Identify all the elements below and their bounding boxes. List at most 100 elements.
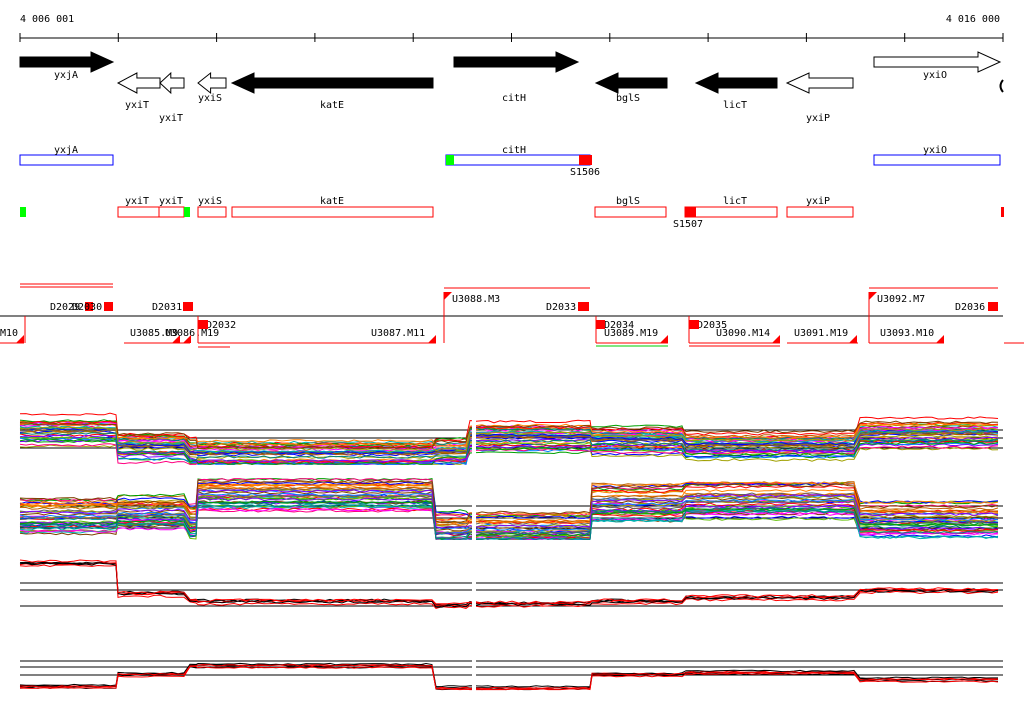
expression-profile-line (19, 427, 999, 455)
reverse-box-bglS[interactable] (594, 206, 667, 218)
reverse-box-yxiT[interactable] (117, 206, 160, 218)
feature-flag-U3092.M7 (869, 292, 877, 300)
gene-label-yxiT: yxiT (125, 100, 149, 111)
expression-profile-line (19, 490, 999, 532)
gene-label-yxiT: yxiT (159, 113, 183, 124)
feature-label-U3090.M14: U3090.M14 (716, 328, 770, 339)
expression-profile-line (19, 664, 999, 690)
reverse-strand-track: yxiT yxiT yxiS katE bglS licT yxiP S1507 (20, 196, 1004, 230)
forward-box-yxiO[interactable] (873, 154, 1001, 166)
feature-label-D2034: D2034 (604, 320, 634, 331)
expression-profile-line (19, 665, 999, 691)
gene-track: yxjA yxiT yxiT yxiS katE citH bglS licT yxiP yxiO (19, 51, 1004, 124)
panel-gap (472, 399, 476, 469)
gene-arrow-yxjA[interactable] (19, 51, 115, 73)
expression-panels (19, 399, 1003, 694)
reverse-box-licT[interactable] (684, 206, 778, 218)
feature-label-U3086.M19: U3086.M19 (165, 328, 219, 339)
feature-flag-U3089.M19 (660, 335, 668, 343)
gene-arrow-yxiT[interactable] (116, 72, 161, 94)
feature-label-U3088.M3: U3088.M3 (452, 294, 500, 305)
reverse-box-label-yxiT: yxiT (159, 196, 183, 207)
site-label-S1507: S1507 (673, 219, 703, 230)
gene-arrow-citH[interactable] (453, 51, 580, 73)
feature-label-M10: M10 (0, 328, 18, 339)
expression-panel-2 (19, 474, 1003, 544)
reverse-edge-marker (1001, 207, 1004, 217)
expression-profile-line (19, 425, 999, 454)
feature-flag-U3093.M10 (936, 335, 944, 343)
gene-label-licT: licT (723, 100, 747, 111)
expression-profile-line (19, 492, 999, 534)
expression-profile-line (19, 426, 999, 452)
feature-marker-D2029[interactable] (85, 302, 93, 311)
feature-label-U3092.M7: U3092.M7 (877, 294, 925, 305)
gene-label-yxiO: yxiO (923, 70, 947, 81)
gene-arrow-katE[interactable] (230, 72, 434, 94)
feature-label-D2033: D2033 (546, 302, 576, 313)
gene-arrow-yxiS[interactable] (197, 71, 227, 95)
feature-label-U3091.M19: U3091.M19 (794, 328, 848, 339)
site-marker-S1507[interactable] (685, 207, 696, 217)
expression-profile-line (19, 434, 999, 463)
expression-profile-line (19, 420, 999, 450)
expression-profile-line (19, 420, 999, 449)
gene-label-yxjA: yxjA (54, 70, 78, 81)
expression-profile-line (19, 662, 998, 688)
reverse-box-katE[interactable] (231, 206, 434, 218)
forward-start-marker (446, 155, 454, 165)
gene-label-katE: katE (320, 100, 344, 111)
expression-profile-line (19, 559, 999, 605)
reverse-box-yxiT[interactable] (158, 206, 185, 218)
expression-profile-line (19, 438, 999, 465)
forward-box-citH[interactable] (445, 154, 591, 166)
reverse-green-marker (184, 207, 190, 217)
gene-label-yxiS: yxiS (198, 93, 222, 104)
feature-flag-U3087.M11 (428, 335, 436, 343)
site-marker-S1506[interactable] (579, 155, 592, 165)
reverse-box-label-bglS: bglS (616, 196, 640, 207)
feature-label-D2032: D2032 (206, 320, 236, 331)
panel-gap (472, 474, 476, 544)
feature-label-D2035: D2035 (697, 320, 727, 331)
reverse-box-yxiS[interactable] (197, 206, 227, 218)
feature-marker-D2032[interactable] (198, 320, 208, 329)
expression-panel-1 (19, 399, 1003, 469)
gene-arrow-yxiT[interactable] (159, 71, 185, 95)
expression-profile-line (19, 479, 999, 524)
feature-label-U3085.M9: U3085.M9 (130, 328, 178, 339)
reverse-box-label-yxiP: yxiP (806, 196, 830, 207)
gene-arrow-yxiP[interactable] (785, 72, 854, 94)
reverse-box-label-yxiS: yxiS (198, 196, 222, 207)
feature-marker-D2036[interactable] (988, 302, 998, 311)
gene-arrow-licT[interactable] (694, 72, 778, 94)
expression-profile-line (19, 433, 999, 465)
feature-marker-D2033[interactable] (578, 302, 589, 311)
feature-flag-M10 (16, 335, 24, 343)
feature-flag-U3091.M19 (849, 335, 857, 343)
reverse-box-label-licT: licT (723, 196, 747, 207)
expression-panel-3 (19, 551, 1003, 619)
expression-panel-4 (19, 651, 1003, 694)
expression-profile-line (19, 443, 999, 465)
forward-box-label-yxjA: yxjA (54, 145, 78, 156)
gene-arrow-yxiO[interactable] (873, 51, 1002, 73)
ruler-start-label: 4 006 001 (20, 14, 74, 25)
feature-marker-D2031[interactable] (183, 302, 193, 311)
feature-flag-U3090.M14 (772, 335, 780, 343)
ruler-ticks (19, 33, 1004, 42)
expression-profile-line (19, 483, 999, 524)
feature-marker-D2034[interactable] (596, 320, 605, 329)
gene-label-citH: citH (502, 93, 526, 104)
feature-marker-D2035[interactable] (689, 320, 699, 329)
gene-label-yxiP: yxiP (806, 113, 830, 124)
forward-box-yxjA[interactable] (19, 154, 114, 166)
expression-profile-line (19, 481, 999, 524)
feature-marker-D2030[interactable] (104, 302, 113, 311)
gene-arrow-bglS[interactable] (594, 72, 668, 94)
reverse-box-label-katE: katE (320, 196, 344, 207)
feature-label-D2029: D2029 (50, 302, 80, 313)
reverse-box-yxiP[interactable] (786, 206, 854, 218)
expression-profile-line (19, 562, 999, 608)
feature-label-D2031: D2031 (152, 302, 182, 313)
